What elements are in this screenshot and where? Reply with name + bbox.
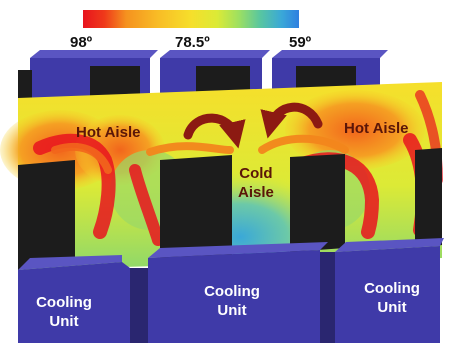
cooling-unit-label-right: Cooling Unit — [354, 279, 430, 317]
scale-min-label: 59º — [289, 34, 311, 51]
cooling-unit-label-center: Cooling Unit — [190, 282, 274, 320]
scale-max-label: 98º — [70, 34, 92, 51]
hot-aisle-right-label: Hot Aisle — [344, 120, 408, 137]
hot-aisle-left-label: Hot Aisle — [76, 124, 140, 141]
cooling-unit-label-left: Cooling Unit — [26, 293, 102, 331]
cold-aisle-label: Cold Aisle — [238, 164, 274, 202]
temperature-scale-bar — [83, 10, 299, 28]
scale-mid-label: 78.5º — [175, 34, 210, 51]
